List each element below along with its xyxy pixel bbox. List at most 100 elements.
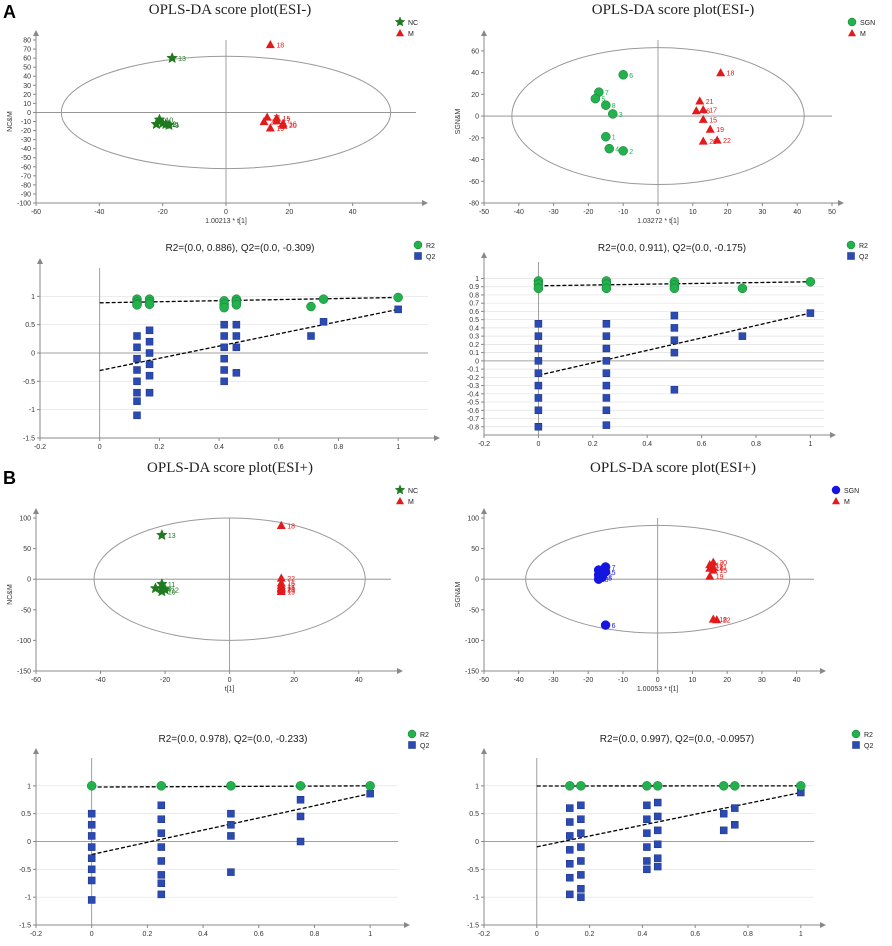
chart-title: OPLS-DA score plot(ESI-) bbox=[592, 2, 754, 18]
q2-point bbox=[603, 333, 610, 340]
q2-point bbox=[654, 863, 661, 870]
r2-point bbox=[670, 284, 679, 293]
y-axis-arrow bbox=[481, 508, 487, 514]
sample-label: 7 bbox=[605, 90, 609, 97]
y-tick-label: 50 bbox=[23, 65, 31, 72]
x-tick-label: 1 bbox=[368, 931, 372, 938]
x-axis-arrow bbox=[838, 200, 844, 206]
x-tick-label: 0.2 bbox=[588, 441, 598, 448]
y-axis-arrow bbox=[481, 748, 487, 754]
sample-point-sgn bbox=[591, 94, 600, 103]
q2-point bbox=[88, 866, 95, 873]
y-tick-label: -60 bbox=[21, 164, 31, 171]
y-tick-label: -1 bbox=[25, 895, 31, 902]
r2-point bbox=[307, 302, 316, 311]
r2-point bbox=[602, 284, 611, 293]
q2-point bbox=[233, 333, 240, 340]
q2-point bbox=[146, 327, 153, 334]
q2-point bbox=[88, 832, 95, 839]
y-tick-label: -0.7 bbox=[467, 416, 479, 423]
sample-point-m bbox=[699, 137, 708, 145]
sample-label: 13 bbox=[178, 56, 186, 63]
q2-point bbox=[227, 810, 234, 817]
q2-point bbox=[146, 372, 153, 379]
y-tick-label: 0.1 bbox=[469, 350, 479, 357]
y-tick-label: -150 bbox=[17, 669, 31, 676]
y-tick-label: -1.5 bbox=[19, 923, 31, 930]
sample-label: 5 bbox=[612, 570, 616, 577]
y-axis-label: NC&M bbox=[7, 111, 14, 132]
x-tick-label: 50 bbox=[828, 209, 836, 216]
q2-point bbox=[134, 355, 141, 362]
q2-point bbox=[88, 821, 95, 828]
legend-label-q2: Q2 bbox=[420, 743, 429, 750]
q2-point bbox=[731, 805, 738, 812]
q2-point bbox=[395, 306, 402, 313]
y-axis-label: SGN&M bbox=[455, 581, 462, 607]
x-tick-label: 1 bbox=[808, 441, 812, 448]
y-tick-label: 0.2 bbox=[469, 342, 479, 349]
q2-point bbox=[566, 819, 573, 826]
x-tick-label: 0 bbox=[656, 677, 660, 684]
y-tick-label: 60 bbox=[23, 56, 31, 63]
y-tick-label: 0.5 bbox=[469, 317, 479, 324]
y-tick-label: -100 bbox=[17, 638, 31, 645]
y-tick-label: 20 bbox=[471, 92, 479, 99]
x-tick-label: 40 bbox=[349, 209, 357, 216]
q2-regression-line bbox=[537, 793, 801, 847]
x-tick-label: -10 bbox=[618, 677, 628, 684]
sample-label: 21 bbox=[706, 99, 714, 106]
r2-point bbox=[534, 284, 543, 293]
sample-point-sgn bbox=[608, 109, 617, 118]
q2-point bbox=[671, 386, 678, 393]
legend-label-m: M bbox=[408, 31, 414, 38]
q2-point bbox=[134, 344, 141, 351]
y-tick-label: -50 bbox=[469, 607, 479, 614]
x-axis-arrow bbox=[397, 668, 403, 674]
q2-point bbox=[221, 355, 228, 362]
x-axis-label: 1.00213 * t[1] bbox=[205, 218, 247, 225]
x-tick-label: -60 bbox=[31, 677, 41, 684]
q2-point bbox=[577, 871, 584, 878]
q2-point bbox=[88, 844, 95, 851]
sample-label: 1 bbox=[612, 135, 616, 142]
legend-marker-m bbox=[396, 497, 404, 504]
y-tick-label: -0.5 bbox=[23, 379, 35, 386]
q2-point bbox=[134, 333, 141, 340]
legend-label-sgn: SGN bbox=[844, 488, 859, 495]
q2-point bbox=[233, 321, 240, 328]
x-tick-label: 40 bbox=[793, 677, 801, 684]
legend-marker-q2 bbox=[409, 742, 416, 749]
y-axis-arrow bbox=[37, 258, 43, 264]
sample-label: 20 bbox=[289, 123, 297, 130]
y-tick-label: -1.5 bbox=[467, 923, 479, 930]
q2-point bbox=[158, 844, 165, 851]
q2-point bbox=[577, 885, 584, 892]
y-tick-label: -70 bbox=[21, 173, 31, 180]
x-tick-label: 40 bbox=[793, 209, 801, 216]
q2-point bbox=[603, 382, 610, 389]
sample-label: 22 bbox=[723, 138, 731, 145]
chart-title: OPLS-DA score plot(ESI-) bbox=[149, 2, 311, 18]
x-tick-label: 0.6 bbox=[274, 444, 284, 451]
y-tick-label: -0.4 bbox=[467, 391, 479, 398]
legend-label-m: M bbox=[860, 31, 866, 38]
x-tick-label: 30 bbox=[759, 209, 767, 216]
y-tick-label: 50 bbox=[471, 546, 479, 553]
q2-point bbox=[297, 838, 304, 845]
x-tick-label: 0.8 bbox=[334, 444, 344, 451]
q2-point bbox=[807, 310, 814, 317]
y-tick-label: -0.5 bbox=[467, 400, 479, 407]
y-tick-label: 100 bbox=[467, 516, 479, 523]
sample-label: 8 bbox=[612, 103, 616, 110]
q2-point bbox=[221, 344, 228, 351]
x-tick-label: -20 bbox=[583, 209, 593, 216]
y-tick-label: 0 bbox=[475, 114, 479, 121]
q2-point bbox=[654, 813, 661, 820]
y-axis-arrow bbox=[481, 30, 487, 36]
x-tick-label: -30 bbox=[548, 677, 558, 684]
